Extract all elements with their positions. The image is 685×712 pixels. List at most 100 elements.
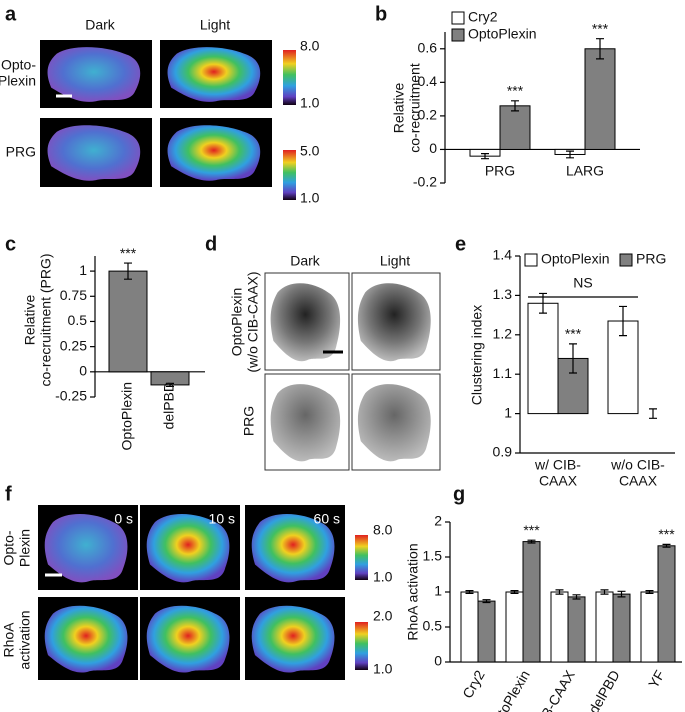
cell xyxy=(146,513,230,583)
cell xyxy=(251,605,335,673)
scale-label: 2.0 xyxy=(373,608,393,624)
x-tick-label: CAAX xyxy=(539,473,578,489)
error-bar xyxy=(662,543,671,548)
bar xyxy=(499,105,531,150)
column-label: Dark xyxy=(85,17,116,33)
bar xyxy=(460,591,479,663)
column-label: Dark xyxy=(290,253,321,269)
error-bar xyxy=(617,590,626,598)
legend-label: PRG xyxy=(636,251,666,267)
y-tick-label: 0.9 xyxy=(493,444,513,460)
panel-letter: e xyxy=(455,233,466,255)
cell xyxy=(167,125,261,181)
y-tick-label: 1.5 xyxy=(423,548,443,564)
error-bar xyxy=(465,590,474,594)
scale-label: 1.0 xyxy=(300,95,320,111)
bar xyxy=(567,596,586,663)
row-label: Plexin xyxy=(0,73,36,89)
panel-letter: g xyxy=(453,483,465,505)
panel-letter: d xyxy=(205,233,217,255)
x-tick-label: YF xyxy=(645,667,668,690)
legend-swatch xyxy=(451,11,465,25)
x-tick-label: –CIB-CAAX xyxy=(527,667,578,712)
error-bar xyxy=(481,153,489,160)
scale-label: 1.0 xyxy=(373,569,393,585)
cell xyxy=(251,513,335,583)
y-tick-label: 0.5 xyxy=(423,618,443,634)
error-bar xyxy=(510,590,519,594)
x-tick-label: OptoPlexin xyxy=(485,667,533,712)
error-bar xyxy=(645,590,654,594)
panel-letter: f xyxy=(5,483,12,505)
scale-label: 8.0 xyxy=(300,38,320,54)
legend-label: OptoPlexin xyxy=(468,26,536,42)
cell xyxy=(47,125,141,181)
x-tick-label: OptoPlexin xyxy=(119,382,135,450)
scale-label: 1.0 xyxy=(373,661,393,677)
significance: *** xyxy=(120,245,137,261)
y-tick-label: 1.4 xyxy=(493,247,513,263)
bar xyxy=(607,320,639,415)
y-tick-label: 0 xyxy=(429,140,437,156)
bar xyxy=(657,545,676,663)
color-bar xyxy=(283,150,296,200)
error-bar xyxy=(649,408,657,419)
cell xyxy=(357,283,431,362)
row-label: OptoPlexin xyxy=(229,288,245,356)
legend-swatch xyxy=(619,253,633,267)
error-bar xyxy=(482,599,491,604)
error-bar xyxy=(569,343,577,374)
x-tick-label: w/o CIB- xyxy=(610,457,665,473)
row-label: Opto- xyxy=(1,57,36,73)
cell xyxy=(44,513,128,583)
y-tick-label: 0 xyxy=(434,653,442,669)
error-bar xyxy=(619,305,627,337)
error-bar xyxy=(527,539,536,544)
bar xyxy=(550,591,569,663)
row-label: Opto- xyxy=(1,530,17,565)
x-tick-label: PRG xyxy=(485,163,515,179)
y-axis-label: co-recruitment (PRG) xyxy=(38,253,54,386)
error-bar xyxy=(596,38,604,60)
row-label: RhoA xyxy=(1,622,17,658)
bar xyxy=(527,302,559,415)
y-tick-label: 0.25 xyxy=(60,337,87,353)
significance: *** xyxy=(523,522,540,538)
error-bar xyxy=(124,262,132,280)
row-label: Plexin xyxy=(17,529,33,567)
row-label: activation xyxy=(17,610,33,669)
row-label: (w/o CIB-CAAX) xyxy=(245,271,261,372)
color-bar xyxy=(355,535,368,580)
cell xyxy=(270,384,341,462)
significance: *** xyxy=(507,82,524,98)
y-axis-label: RhoA activation xyxy=(405,543,421,640)
row-label: PRG xyxy=(241,406,257,436)
cell xyxy=(357,384,431,462)
column-label: Light xyxy=(380,253,410,269)
significance: *** xyxy=(592,20,609,36)
column-label: Light xyxy=(200,17,230,33)
y-axis-label: co-recruitment xyxy=(407,63,423,153)
x-tick-label: CAAX xyxy=(619,473,658,489)
y-tick-label: 0.4 xyxy=(418,73,438,89)
scale-label: 8.0 xyxy=(373,522,393,538)
cell xyxy=(44,605,128,673)
x-tick-label: delPBD xyxy=(161,382,177,429)
y-axis-label: Relative xyxy=(391,83,407,134)
bar xyxy=(640,591,659,663)
x-tick-label: delPBD xyxy=(585,667,623,712)
row-label: PRG xyxy=(6,144,36,160)
x-tick-label: Cry2 xyxy=(459,667,488,701)
y-tick-label: 1.3 xyxy=(493,286,513,302)
color-bar xyxy=(355,622,368,670)
y-axis-label: Clustering index xyxy=(469,305,485,405)
bar xyxy=(612,593,631,663)
y-tick-label: -0.25 xyxy=(55,388,87,404)
cell xyxy=(146,605,230,673)
time-label: 10 s xyxy=(209,511,235,527)
bar xyxy=(595,591,614,663)
y-axis-label: Relative xyxy=(22,295,38,346)
panel-letter: c xyxy=(5,233,16,255)
time-label: 0 s xyxy=(114,511,133,527)
